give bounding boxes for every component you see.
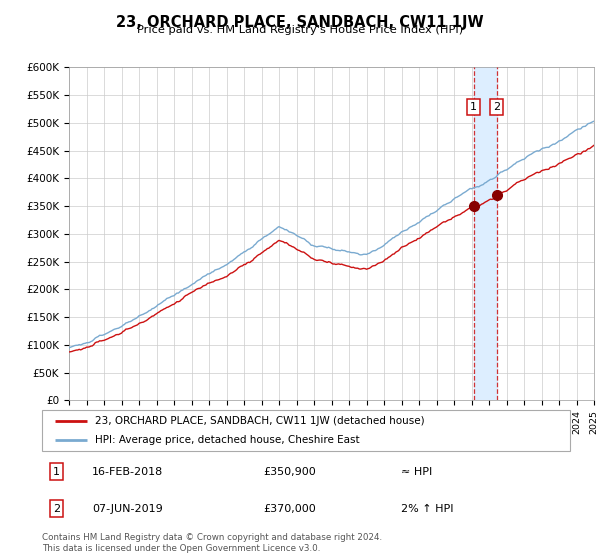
Text: £370,000: £370,000 (264, 503, 317, 514)
Text: 07-JUN-2019: 07-JUN-2019 (92, 503, 163, 514)
Text: ≈ HPI: ≈ HPI (401, 466, 432, 477)
Text: HPI: Average price, detached house, Cheshire East: HPI: Average price, detached house, Ches… (95, 435, 359, 445)
Text: 2: 2 (53, 503, 61, 514)
Text: 1: 1 (470, 102, 477, 112)
Bar (473, 67, 497, 400)
Text: 2: 2 (493, 102, 500, 112)
Text: 16-FEB-2018: 16-FEB-2018 (92, 466, 163, 477)
Text: Price paid vs. HM Land Registry's House Price Index (HPI): Price paid vs. HM Land Registry's House … (137, 25, 463, 35)
FancyBboxPatch shape (42, 410, 570, 451)
Text: 2% ↑ HPI: 2% ↑ HPI (401, 503, 454, 514)
Text: 23, ORCHARD PLACE, SANDBACH, CW11 1JW: 23, ORCHARD PLACE, SANDBACH, CW11 1JW (116, 15, 484, 30)
Text: 23, ORCHARD PLACE, SANDBACH, CW11 1JW (detached house): 23, ORCHARD PLACE, SANDBACH, CW11 1JW (d… (95, 416, 424, 426)
Text: 1: 1 (53, 466, 60, 477)
Text: £350,900: £350,900 (264, 466, 317, 477)
Text: Contains HM Land Registry data © Crown copyright and database right 2024.
This d: Contains HM Land Registry data © Crown c… (42, 533, 382, 553)
